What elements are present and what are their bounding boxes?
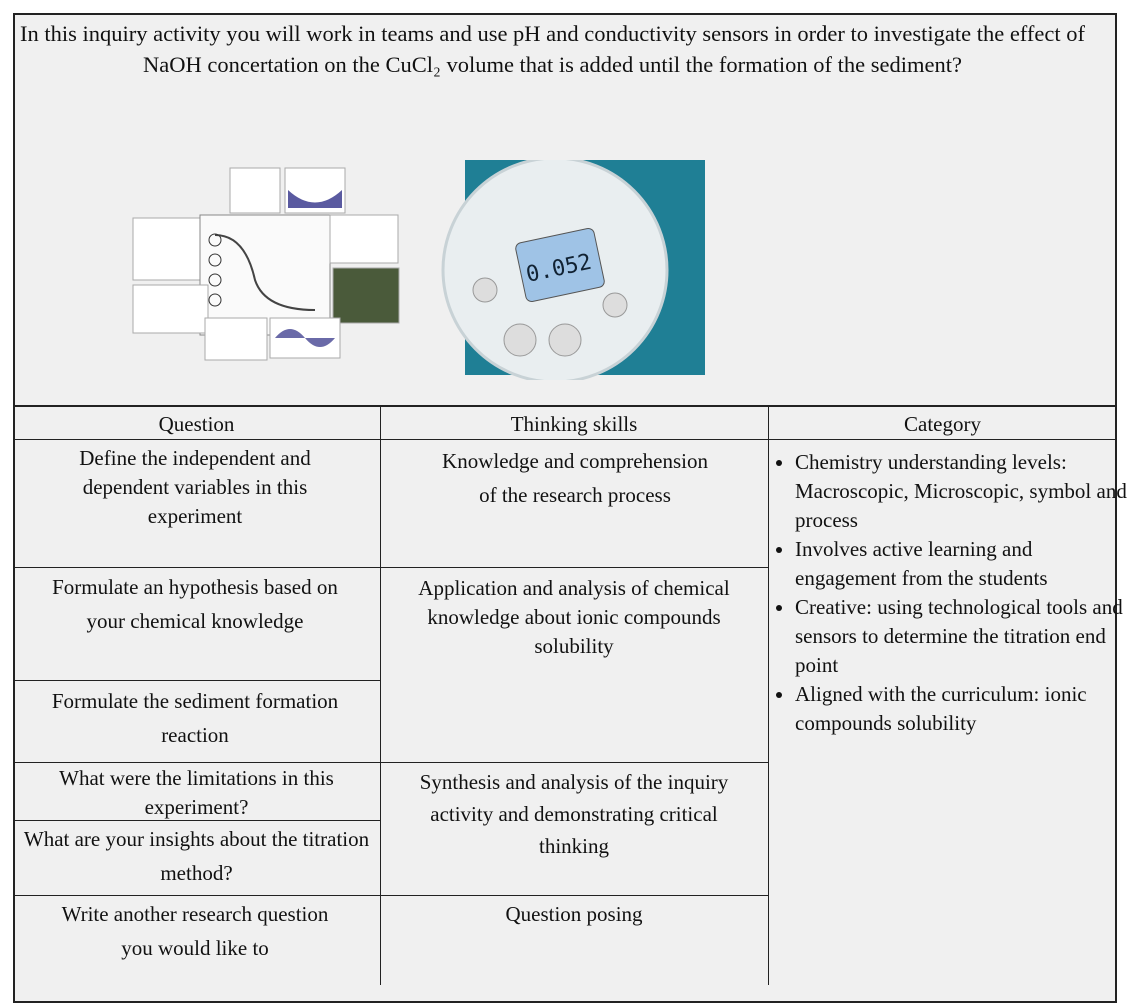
header: Thinking skills [510,412,638,436]
thinking-skill: Knowledge and comprehension of the resea… [442,449,708,507]
labdisc-device: 0.052 [441,160,705,380]
rule [13,405,1117,407]
rule [13,680,380,681]
illustrations: 0.052 [132,160,705,380]
question: Define the independent and dependent var… [79,446,311,528]
category-list: Chemistry understanding levels: Macrosco… [775,448,1130,738]
rule [380,405,381,985]
rule [768,405,769,985]
category-item: Involves active learning and engagement … [795,535,1130,593]
rule [13,762,768,763]
thinking-skill: Question posing [505,902,643,926]
rule [768,439,1117,440]
software-collage [132,167,400,361]
question: Write another research question you woul… [61,902,329,960]
question: Formulate an hypothesis based on your ch… [52,575,338,633]
intro-text: In this inquiry activity you will work i… [20,21,1085,77]
rule [13,820,380,821]
thinking-skill: Synthesis and analysis of the inquiry ac… [419,770,729,858]
rule [13,895,768,896]
rule [13,439,768,440]
rule [13,567,768,568]
question: What are your insights about the titrati… [23,827,370,885]
category-item: Aligned with the curriculum: ionic compo… [795,680,1130,738]
question: What were the limitations in this experi… [59,766,334,819]
question: Formulate the sediment formation reactio… [51,689,339,747]
thinking-skill: Application and analysis of chemical kno… [418,576,730,658]
category-item: Chemistry understanding levels: Macrosco… [795,448,1130,535]
header: Question [158,412,235,436]
header: Category [904,412,981,436]
category-item: Creative: using technological tools and … [795,593,1130,680]
